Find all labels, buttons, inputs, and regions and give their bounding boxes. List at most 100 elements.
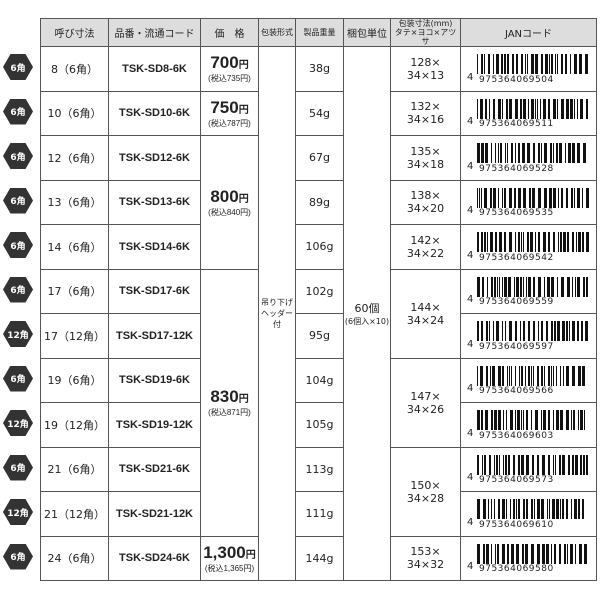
hex-socket-badge: 12角	[3, 410, 33, 436]
product-weight: 104g	[295, 357, 344, 403]
barcode-bar	[577, 321, 579, 341]
barcode-bar	[562, 454, 565, 475]
barcode-bar	[521, 54, 523, 74]
nominal-size: 19（6角）	[40, 357, 109, 403]
barcode-bar	[477, 454, 479, 475]
barcode-bar	[553, 365, 554, 386]
barcode-bar	[584, 543, 587, 564]
dimension-line1: 147×	[410, 389, 441, 403]
barcode-bar	[532, 454, 534, 475]
barcode-bar	[543, 98, 546, 119]
table-row: 17（12角） TSK-SD17-12K 95g 4 975364069597	[40, 313, 597, 359]
hex-socket-badge: 6角	[3, 454, 33, 481]
table-row: 10（6角） TSK-SD10-6K 750円 (税込787円) 54g 132× 34×1…	[40, 90, 597, 136]
barcode-bar	[553, 410, 554, 430]
barcode-bar	[555, 54, 556, 74]
barcode-bar	[496, 321, 499, 341]
barcode-bar	[570, 98, 573, 119]
barcode-bar	[522, 543, 524, 564]
nominal-size: 24（6角）	[40, 535, 109, 581]
barcode-bar	[477, 321, 479, 341]
jan-code-cell: 4 975364069542	[460, 224, 597, 270]
jan-code-cell: 4 975364069528	[460, 135, 597, 181]
barcode-bar	[521, 454, 524, 475]
barcode-bar	[481, 143, 484, 163]
jan-code-cell: 4 975364069504	[460, 46, 597, 92]
jan-digits: 975364069542	[479, 252, 554, 263]
header-size: 呼び寸法	[40, 18, 109, 47]
product-weight: 111g	[295, 491, 344, 537]
barcode-bar	[497, 276, 498, 297]
barcode-bar	[548, 410, 550, 430]
packaging-type: 吊り下げ ヘッダー付	[258, 46, 296, 581]
barcode-bar	[492, 365, 495, 386]
barcode-bar	[485, 143, 488, 163]
hex-socket-badge: 6角	[3, 143, 33, 169]
barcode-bar	[514, 276, 515, 297]
barcode-bar	[486, 543, 489, 564]
barcode-bar	[542, 543, 545, 564]
product-weight: 95g	[295, 313, 344, 359]
jan-digits: 975364069597	[479, 341, 554, 352]
jan-prefix: 4	[467, 205, 474, 216]
jan-prefix: 4	[467, 383, 474, 394]
barcode-bar	[548, 232, 550, 252]
barcode-bar	[484, 454, 486, 475]
barcode-bar	[558, 232, 559, 252]
barcode-bar	[573, 410, 575, 430]
barcode-bar	[535, 410, 538, 430]
barcode-bar	[567, 276, 570, 297]
barcode-bar	[515, 410, 516, 430]
barcode-bar	[505, 454, 507, 475]
product-code: TSK-SD24-6K	[108, 535, 201, 581]
product-code: TSK-SD21-6K	[108, 446, 201, 492]
barcode-bar	[516, 276, 519, 297]
hex-socket-badge: 12角	[3, 499, 33, 525]
barcode-bar	[528, 321, 530, 341]
barcode-bar	[541, 499, 544, 519]
barcode-bar	[563, 365, 564, 386]
price-value: 750	[210, 97, 239, 117]
barcode-bar	[521, 232, 522, 252]
barcode-bar	[498, 98, 501, 119]
barcode-image	[477, 543, 589, 564]
dimension-line1: 150×	[410, 478, 441, 492]
barcode-bar	[491, 276, 493, 297]
barcode-bar	[548, 454, 550, 475]
barcode-bar	[575, 454, 578, 475]
product-code: TSK-SD19-12K	[108, 402, 201, 448]
product-weight: 105g	[295, 402, 344, 448]
jan-prefix: 4	[467, 561, 474, 572]
price-yen: 円	[238, 193, 249, 205]
product-code: TSK-SD19-6K	[108, 357, 201, 403]
dimension-line1: 153×	[410, 545, 441, 559]
barcode-bar	[496, 54, 499, 74]
barcode-bar	[560, 365, 561, 386]
barcode-bar	[479, 187, 480, 208]
barcode-bar	[493, 321, 494, 341]
barcode-bar	[534, 499, 535, 519]
barcode-bar	[542, 454, 545, 475]
packing-unit: 60個 (6個入×10)	[343, 46, 391, 581]
barcode-bar	[523, 321, 525, 341]
barcode-bar	[579, 54, 582, 74]
table-row: 19（6角） TSK-SD19-6K 104g 147× 34×26 4 975364069…	[40, 357, 597, 448]
barcode-bar	[546, 321, 548, 341]
barcode-image	[477, 499, 589, 519]
barcode-bar	[499, 276, 500, 297]
barcode-bar	[582, 499, 584, 519]
barcode-bar	[498, 143, 499, 163]
hex-socket-badge: 6角	[3, 543, 33, 570]
barcode-bar	[577, 276, 580, 297]
jan-prefix: 4	[467, 160, 474, 172]
barcode-image	[477, 276, 589, 297]
nominal-size: 12（6角）	[40, 135, 109, 181]
barcode-bar	[580, 98, 583, 119]
barcode-image	[477, 232, 589, 252]
dimension-line1: 138×	[410, 189, 441, 203]
barcode-bar	[528, 276, 531, 297]
barcode-bar	[509, 232, 512, 252]
barcode-bar	[529, 187, 531, 208]
product-weight: 106g	[295, 224, 344, 270]
barcode-bar	[572, 143, 575, 163]
